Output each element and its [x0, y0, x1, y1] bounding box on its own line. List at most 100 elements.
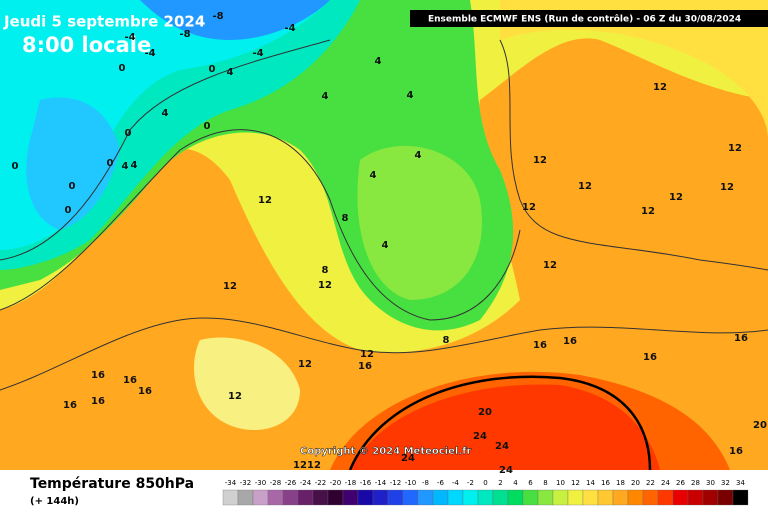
- footer-title: Température 850hPa: [30, 476, 194, 492]
- contour-line: [0, 129, 521, 321]
- legend-swatch: [732, 489, 749, 506]
- contour-label: 20: [478, 407, 492, 418]
- legend-label: 0: [483, 479, 487, 487]
- legend-label: -6: [437, 479, 445, 487]
- run-label: Ensemble ECMWF ENS (Run de contrôle) - 0…: [428, 14, 741, 25]
- legend-swatch: [702, 489, 719, 506]
- contour-label: 20: [753, 420, 767, 431]
- legend-swatch: [627, 489, 644, 506]
- contour-label: 16: [63, 400, 77, 411]
- legend-swatch: [312, 489, 329, 506]
- contour-label: 16: [563, 336, 577, 347]
- legend-swatch: [297, 489, 314, 506]
- legend-label: 20: [631, 479, 640, 487]
- legend-label: -28: [270, 479, 281, 487]
- legend-swatch: [462, 489, 479, 506]
- legend-label: -4: [452, 479, 460, 487]
- legend-swatch: [522, 489, 539, 506]
- legend-swatch: [447, 489, 464, 506]
- contour-label: 4: [122, 161, 129, 172]
- contour-line: [0, 39, 331, 261]
- contour-label: 16: [643, 352, 657, 363]
- contour-label: 16: [138, 386, 152, 397]
- north-east: [500, 0, 768, 140]
- legend-label: -32: [240, 479, 251, 487]
- legend-label: -26: [285, 479, 297, 487]
- coldest-area: [140, 0, 330, 40]
- contour-label: 12: [307, 460, 321, 471]
- legend-label: 24: [661, 479, 670, 487]
- legend-swatch: [552, 489, 569, 506]
- legend-label: 26: [676, 479, 685, 487]
- legend-label: 12: [571, 479, 580, 487]
- contour-label: 0: [69, 181, 76, 192]
- legend-label: 18: [616, 479, 625, 487]
- legend-swatch: [717, 489, 734, 506]
- legend-swatch: [267, 489, 284, 506]
- contour-label: 12: [669, 192, 683, 203]
- legend-swatch: [237, 489, 254, 506]
- contour-label: 0: [107, 158, 114, 169]
- contour-label: 8: [322, 265, 329, 276]
- contour-label: 4: [162, 108, 169, 119]
- contour-label: 4: [322, 91, 329, 102]
- legend-swatch: [567, 489, 584, 506]
- legend-swatch: [477, 489, 494, 506]
- legend-label: 34: [736, 479, 745, 487]
- legend-swatch: [417, 489, 434, 506]
- legend-label: -20: [330, 479, 341, 487]
- legend-label: -30: [255, 479, 266, 487]
- contour-label: 12: [653, 82, 667, 93]
- contour-label: -4: [124, 32, 135, 43]
- contour-label: 12: [258, 195, 272, 206]
- legend-label: -24: [300, 479, 312, 487]
- legend-label: -10: [405, 479, 416, 487]
- contour-label: 12: [298, 359, 312, 370]
- legend-swatch: [582, 489, 599, 506]
- legend-label: 4: [513, 479, 518, 487]
- contour-label: 16: [729, 446, 743, 457]
- contour-label: 12: [228, 391, 242, 402]
- legend-swatch: [642, 489, 659, 506]
- hudson-area: [26, 97, 120, 230]
- legend-label: 30: [706, 479, 715, 487]
- contour-label: 12: [522, 202, 536, 213]
- legend-label: 10: [556, 479, 565, 487]
- contour-label: 24: [473, 431, 487, 442]
- legend-swatch: [372, 489, 389, 506]
- legend-swatch: [507, 489, 524, 506]
- legend-label: 2: [498, 479, 502, 487]
- contour-label: 12: [223, 281, 237, 292]
- contour-label: 12: [360, 349, 374, 360]
- contour-line: [499, 39, 768, 271]
- legend-swatch: [222, 489, 239, 506]
- contour-label: 12: [318, 280, 332, 291]
- legend-swatch: [282, 489, 299, 506]
- contour-label: 4: [227, 67, 234, 78]
- contour-label: -4: [284, 23, 295, 34]
- run-banner: [410, 10, 768, 27]
- contour-label: 12: [533, 155, 547, 166]
- contour-label: 4: [415, 150, 422, 161]
- contour-label: 24: [495, 441, 509, 452]
- legend-swatch: [597, 489, 614, 506]
- contour-label: 12: [641, 206, 655, 217]
- contour-label: 8: [443, 335, 450, 346]
- legend-label: 8: [543, 479, 547, 487]
- legend-swatch: [387, 489, 404, 506]
- legend-label: -34: [225, 479, 237, 487]
- contour-label: 12: [720, 182, 734, 193]
- contour-label: 0: [65, 205, 72, 216]
- legend-label: 14: [586, 479, 595, 487]
- contour-label: 4: [131, 160, 138, 171]
- contour-label: 4: [407, 90, 414, 101]
- legend-label: -18: [345, 479, 356, 487]
- contour-label: 0: [209, 64, 216, 75]
- legend-swatch: [657, 489, 674, 506]
- legend-label: 16: [601, 479, 610, 487]
- legend-swatch: [357, 489, 374, 506]
- contour-label: 0: [12, 161, 19, 172]
- contour-label: 4: [382, 240, 389, 251]
- legend-swatch: [402, 489, 419, 506]
